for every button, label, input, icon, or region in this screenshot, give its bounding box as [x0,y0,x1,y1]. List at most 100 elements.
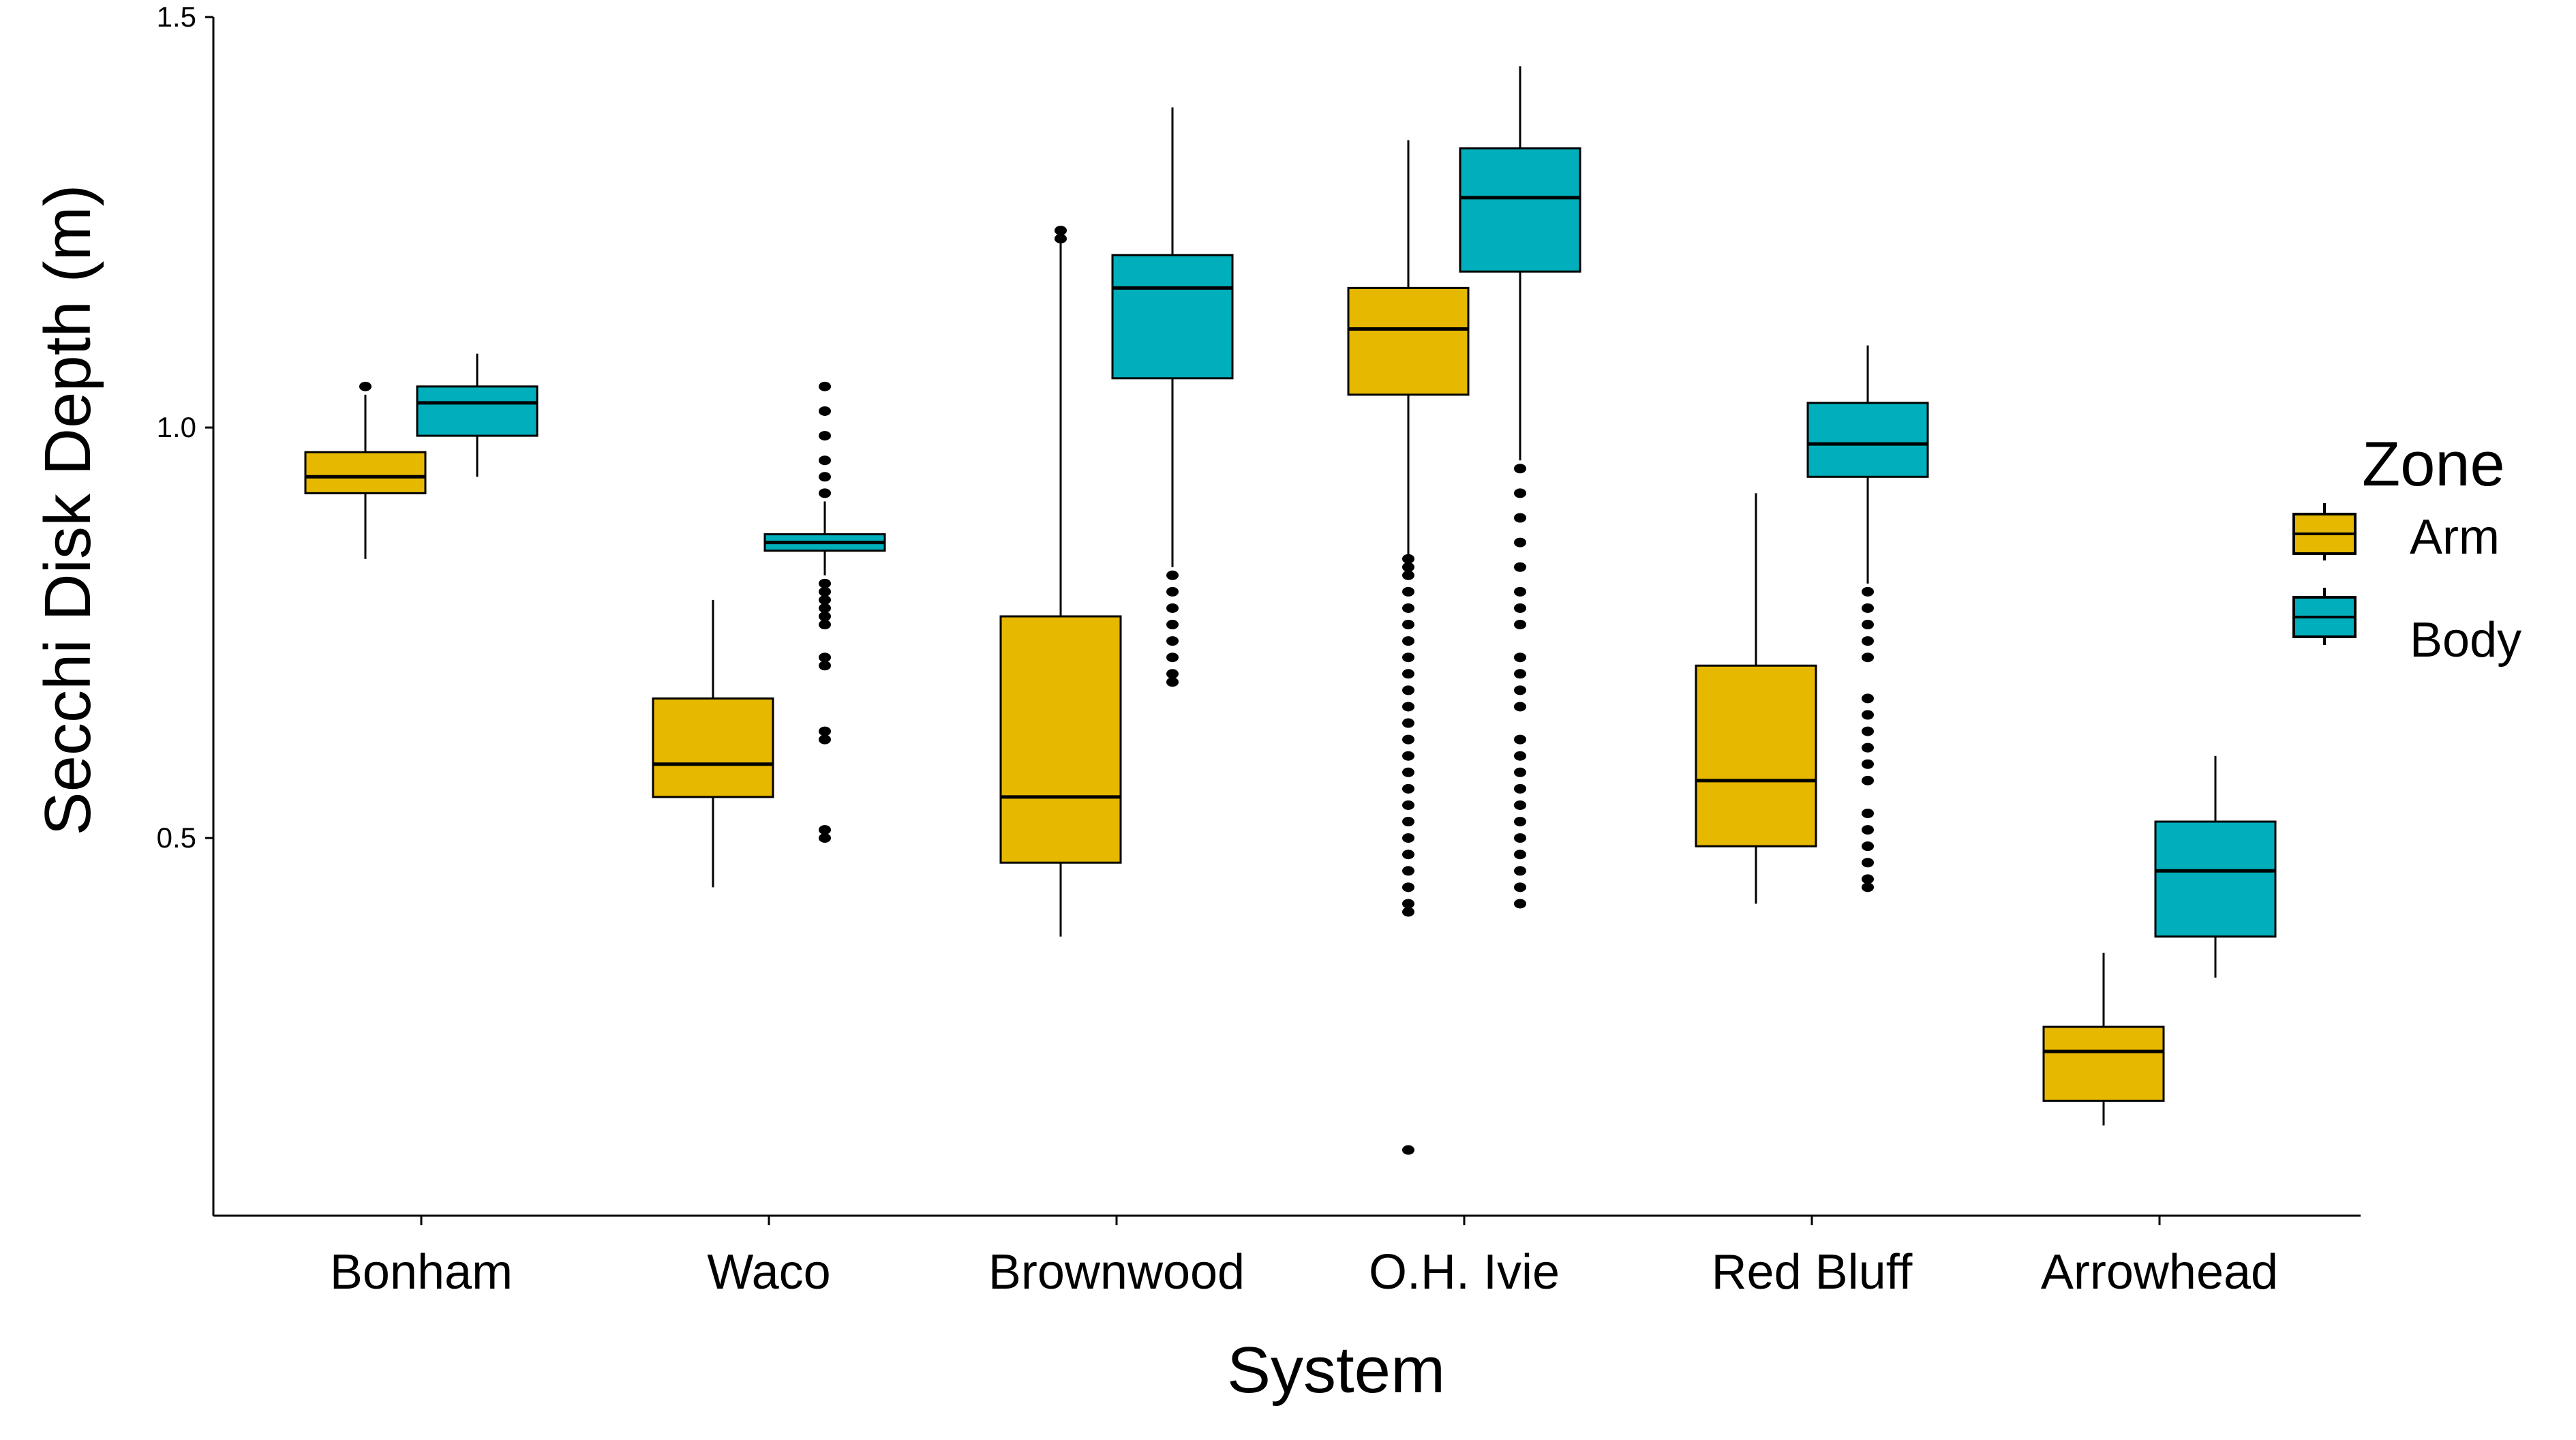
outlier-point [1402,833,1414,843]
box-arm-brownwood [999,226,1122,937]
outlier-point [1514,488,1526,498]
outlier-point [1514,702,1526,712]
outlier-point [1862,882,1874,892]
box-body-brownwood [1111,107,1234,687]
outlier-point [1402,899,1414,909]
outlier-point [819,381,831,391]
outlier-point [1862,808,1874,818]
box-iqr [1695,664,1817,847]
box-iqr [999,615,1122,864]
outlier-point [1514,850,1526,860]
box-body-bonham [416,353,539,477]
outlier-point [1402,669,1414,679]
outlier-point [1402,734,1414,745]
box-iqr [416,385,539,437]
box-body-waco [763,381,886,843]
outlier-point [819,431,831,441]
outlier-point [1402,652,1414,663]
box-body-red-bluff [1806,345,1929,892]
outlier-point [1862,742,1874,753]
outlier-point [1862,603,1874,613]
outlier-point [1402,685,1414,695]
box-arm-waco [652,599,774,888]
outlier-point [1862,726,1874,736]
box-arm-bonham [304,381,427,559]
x-tick-label-waco: Waco [707,1245,830,1300]
outlier-point [1402,850,1414,860]
y-ticks: 0.5 1.0 1.5 [157,1,213,854]
x-ticks: Bonham Waco Brownwood O.H. Ivie Red Bluff Arr… [330,1216,2278,1300]
outlier-point [1514,783,1526,794]
outlier-point [819,578,831,588]
outlier-point [1514,620,1526,630]
outlier-point [1862,652,1874,663]
x-tick-label-o-h-ivie: O.H. Ivie [1369,1245,1560,1300]
outlier-point [359,381,372,391]
outlier-point [1862,759,1874,769]
legend-label-arm: Arm [2410,510,2500,565]
outlier-point [1514,833,1526,843]
outlier-point [1402,866,1414,876]
outlier-point [1402,783,1414,794]
outlier-point [1862,710,1874,720]
outlier-point [1402,586,1414,597]
outlier-point [1402,570,1414,580]
outlier-point [819,595,831,605]
outlier-point [1166,570,1179,580]
outlier-point [1166,669,1179,679]
outlier-point [1514,464,1526,474]
outlier-point [1402,907,1414,917]
boxes [304,66,2277,1155]
outlier-point [819,488,831,498]
outlier-point [1862,841,1874,852]
box-iqr [1111,254,1234,380]
legend-item-body: Body [2292,588,2521,668]
outlier-point [1402,554,1414,564]
y-tick-label: 1.0 [157,411,196,443]
outlier-point [1514,882,1526,892]
outlier-point [819,833,831,843]
outlier-point [819,406,831,416]
box-iqr [1347,286,1470,396]
outlier-point [1402,751,1414,761]
outlier-point [819,586,831,597]
outlier-point [1862,825,1874,835]
outlier-point [1514,899,1526,909]
outlier-point [819,726,831,736]
outlier-point [1862,620,1874,630]
outlier-point [819,472,831,482]
outlier-point [1166,636,1179,646]
outlier-point [1514,513,1526,523]
box-iqr [2042,1025,2165,1102]
outlier-point [1514,562,1526,572]
box-body-o-h-ivie [1459,66,1581,909]
x-axis-title: System [1227,1334,1445,1407]
outlier-point [819,652,831,663]
box-iqr [1459,147,1581,273]
outlier-point [1402,620,1414,630]
box-iqr [652,697,774,798]
box-arm-o-h-ivie [1347,140,1470,1155]
outlier-point [1402,767,1414,777]
outlier-point [819,455,831,466]
outlier-point [1055,234,1067,244]
x-tick-label-arrowhead: Arrowhead [2041,1245,2278,1300]
outlier-point [1862,636,1874,646]
outlier-point [1514,734,1526,745]
outlier-point [1514,817,1526,827]
outlier-point [1402,1145,1414,1155]
outlier-point [1514,669,1526,679]
box-arm-red-bluff [1695,493,1817,904]
outlier-point [1862,858,1874,868]
y-axis-title: Secchi Disk Depth (m) [31,185,104,836]
outlier-point [1514,800,1526,810]
outlier-point [819,734,831,745]
outlier-point [1862,586,1874,597]
outlier-point [1514,603,1526,613]
outlier-point [1402,718,1414,728]
outlier-point [1514,767,1526,777]
outlier-point [1862,874,1874,884]
outlier-point [1862,775,1874,785]
outlier-point [1166,586,1179,597]
